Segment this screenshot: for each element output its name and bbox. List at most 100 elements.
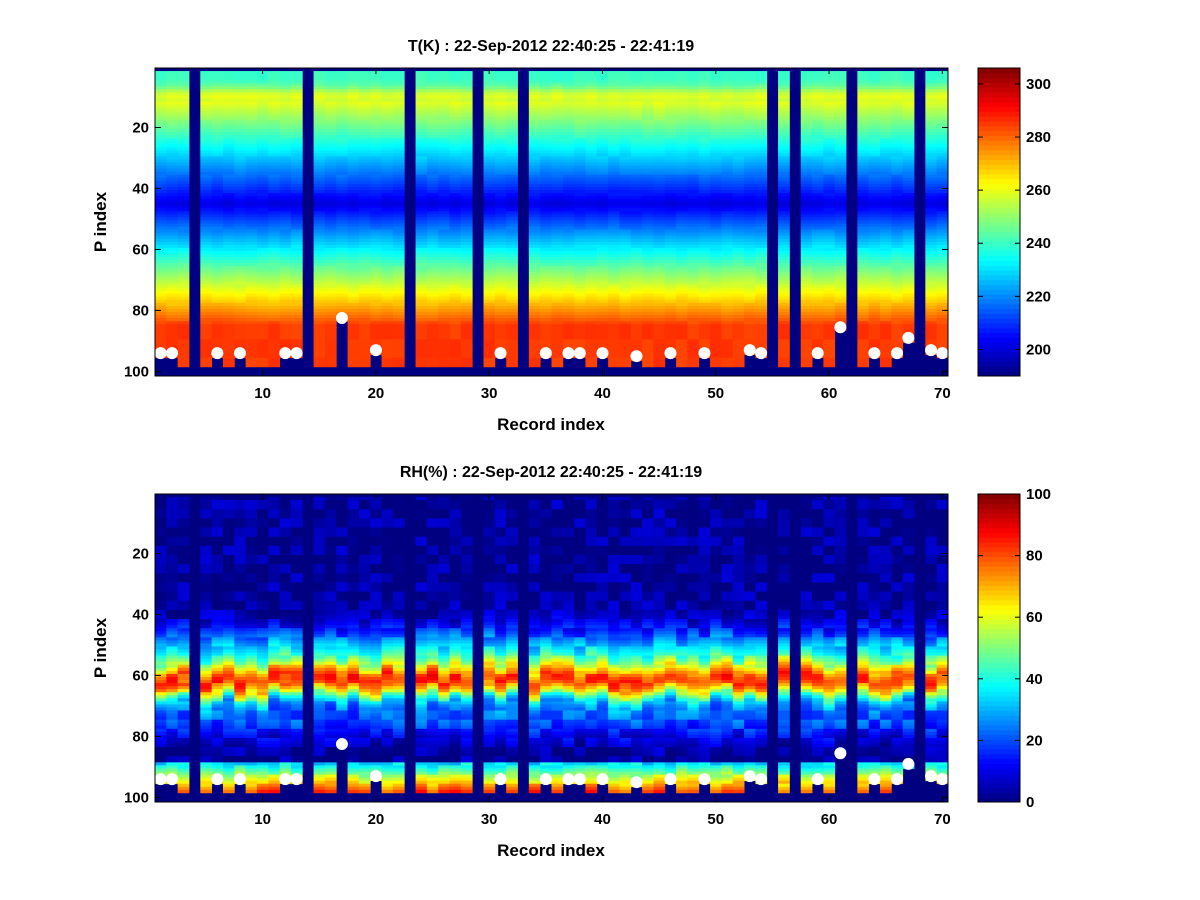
heatmap-cell xyxy=(279,299,292,304)
heatmap-cell xyxy=(211,305,224,310)
heatmap-cell xyxy=(177,324,190,328)
heatmap-cell xyxy=(687,110,700,115)
heatmap-cell xyxy=(155,180,167,185)
heatmap-cell xyxy=(710,98,722,102)
heatmap-cell xyxy=(800,302,813,307)
heatmap-cell xyxy=(596,177,609,182)
heatmap-cell xyxy=(551,247,564,252)
heatmap-cell xyxy=(574,318,586,322)
heatmap-cell xyxy=(200,199,213,203)
heatmap-cell xyxy=(676,113,688,118)
heatmap-cell xyxy=(744,162,756,166)
heatmap-cell xyxy=(528,257,541,261)
heatmap-cell xyxy=(483,138,496,142)
heatmap-cell xyxy=(166,260,179,264)
heatmap-cell xyxy=(256,354,269,359)
heatmap-cell xyxy=(256,302,269,307)
heatmap-cell xyxy=(562,318,575,322)
heatmap-cell xyxy=(358,135,371,139)
heatmap-cell xyxy=(653,159,666,163)
heatmap-cell xyxy=(585,119,598,124)
heatmap-cell xyxy=(698,177,711,182)
heatmap-cell xyxy=(721,324,734,328)
heatmap-cell xyxy=(755,318,768,322)
heatmap-cell xyxy=(200,235,213,240)
heatmap-cell xyxy=(381,89,394,93)
heatmap-cell xyxy=(438,196,450,200)
heatmap-cell xyxy=(574,165,586,170)
heatmap-cell xyxy=(166,180,179,185)
heatmap-cell xyxy=(664,263,677,267)
heatmap-cell xyxy=(245,229,258,234)
heatmap-cell xyxy=(619,275,632,279)
heatmap-cell xyxy=(585,125,598,130)
heatmap-cell xyxy=(426,339,439,343)
heatmap-cell xyxy=(506,260,518,264)
heatmap-cell xyxy=(200,247,213,252)
heatmap-cell xyxy=(585,308,598,313)
heatmap-cell xyxy=(211,311,224,316)
heatmap-cell xyxy=(166,311,179,316)
heatmap-cell xyxy=(200,296,213,301)
heatmap-cell xyxy=(800,113,813,118)
heatmap-cell xyxy=(449,308,462,313)
heatmap-cell xyxy=(290,290,303,295)
heatmap-cell xyxy=(800,336,813,340)
heatmap-cell xyxy=(687,351,700,356)
heatmap-cell xyxy=(676,296,688,301)
heatmap-cell xyxy=(381,296,394,301)
heatmap-cell xyxy=(234,302,247,307)
heatmap-cell xyxy=(608,135,620,139)
heatmap-cell xyxy=(619,235,632,240)
heatmap-cell xyxy=(721,308,734,313)
heatmap-cell xyxy=(687,116,700,121)
heatmap-cell xyxy=(642,266,654,270)
heatmap-cell xyxy=(732,339,745,343)
heatmap-cell xyxy=(234,247,247,252)
heatmap-cell xyxy=(256,77,269,81)
heatmap-cell xyxy=(426,238,439,243)
heatmap-cell xyxy=(324,345,337,349)
heatmap-cell xyxy=(347,223,360,227)
heatmap-cell xyxy=(755,107,768,112)
heatmap-cell xyxy=(256,180,269,185)
heatmap-cell xyxy=(200,71,213,75)
heatmap-cell xyxy=(177,272,190,276)
heatmap-cell xyxy=(574,132,586,136)
heatmap-cell xyxy=(574,235,586,240)
heatmap-cell xyxy=(744,92,756,96)
chart-title: T(K) : 22-Sep-2012 22:40:25 - 22:41:19 xyxy=(408,38,694,55)
heatmap-cell xyxy=(710,211,722,215)
heatmap-cell xyxy=(664,83,677,87)
heatmap-cell xyxy=(483,336,496,340)
heatmap-cell xyxy=(177,168,190,173)
heatmap-cell xyxy=(483,159,496,163)
heatmap-cell xyxy=(608,360,620,365)
heatmap-cell xyxy=(744,101,756,105)
heatmap-cell xyxy=(664,104,677,109)
heatmap-cell xyxy=(245,168,258,173)
heatmap-cell xyxy=(506,92,518,96)
heatmap-cell xyxy=(256,110,269,115)
heatmap-cell xyxy=(812,254,824,258)
heatmap-cell xyxy=(426,156,439,160)
heatmap-cell xyxy=(268,165,281,170)
heatmap-cell xyxy=(222,266,235,270)
heatmap-cell xyxy=(268,110,281,115)
heatmap-cell xyxy=(608,95,620,99)
heatmap-cell xyxy=(574,98,586,102)
heatmap-cell xyxy=(358,305,371,310)
heatmap-cell xyxy=(676,168,688,173)
heatmap-cell xyxy=(721,77,734,81)
heatmap-cell xyxy=(800,284,813,288)
heatmap-cell xyxy=(540,269,552,273)
heatmap-cell xyxy=(449,342,462,346)
heatmap-cell xyxy=(540,324,552,328)
heatmap-cell xyxy=(596,339,609,343)
heatmap-cell xyxy=(744,299,756,304)
heatmap-cell xyxy=(619,165,632,170)
heatmap-cell xyxy=(800,98,813,102)
heatmap-cell xyxy=(664,266,677,270)
heatmap-cell xyxy=(358,333,371,337)
heatmap-cell xyxy=(211,98,224,102)
